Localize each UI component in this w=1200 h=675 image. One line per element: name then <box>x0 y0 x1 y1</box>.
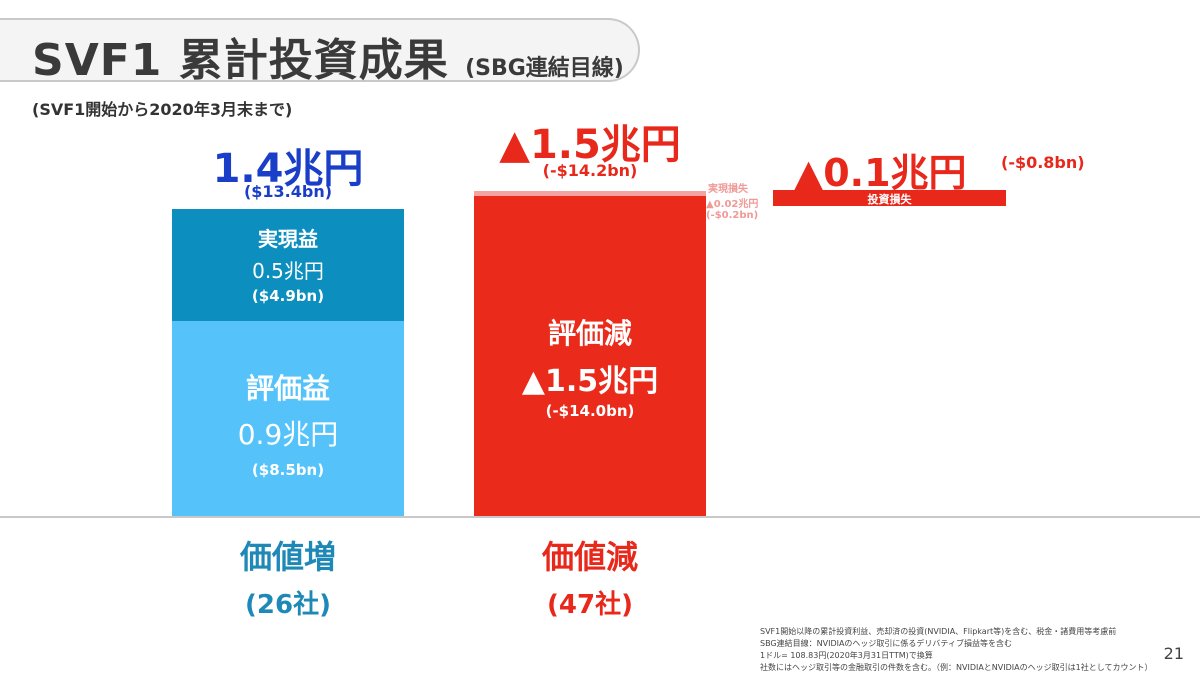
bar1-unrealized-gain-value: 0.9兆円 <box>237 418 339 451</box>
bar1-total-label: 1.4兆円 <box>212 146 364 192</box>
page-title: SVF1 累計投資成果 (SBG連結目線) <box>32 24 624 88</box>
bar2-total-usd: (-$14.2bn) <box>542 161 638 180</box>
bar1-unrealized-gain-segment: 評価益 0.9兆円 ($8.5bn) <box>172 321 404 516</box>
realized-loss-name: 実現損失 <box>708 184 748 195</box>
bar2-category-label: 価値減 <box>541 538 638 576</box>
footnote-1: SVF1開始以降の累計投資利益、売却済の投資(NVIDIA、Flipkart等)… <box>760 627 1117 636</box>
title-pill <box>0 18 640 82</box>
bar2-valuation-decrease-usd: (-$14.0bn) <box>545 402 635 420</box>
page-number: 21 <box>1163 644 1184 663</box>
bar2-total-label: ▲1.5兆円 <box>499 122 681 168</box>
bar1-unrealized-gain-name: 評価益 <box>245 372 330 405</box>
bar2-valuation-decrease-segment: 評価減 ▲1.5兆円 (-$14.0bn) <box>474 196 706 516</box>
chart-baseline <box>0 516 1200 518</box>
bar2-realized-loss-segment <box>474 191 706 196</box>
bar1-realized-gain-usd: ($4.9bn) <box>251 287 325 305</box>
bar1-category-label: 価値増 <box>239 538 336 576</box>
bar1-realized-gain-segment: 実現益 0.5兆円 ($4.9bn) <box>172 209 404 321</box>
bar3-total-label: ▲0.1兆円 <box>794 151 967 195</box>
bar2-count-label: (47社) <box>547 590 633 620</box>
bar2-valuation-decrease-name: 評価減 <box>547 317 632 350</box>
page-title-main: SVF1 累計投資成果 <box>32 35 449 86</box>
bar1-count-label: (26社) <box>245 590 331 620</box>
bar1-total-usd: ($13.4bn) <box>243 182 333 201</box>
realized-loss-value: ▲0.02兆円 <box>706 199 759 210</box>
bar3-investment-loss-label: 投資損失 <box>867 193 912 206</box>
footnote-3: 1ドル= 108.83円(2020年3月31日TTM)で換算 <box>760 651 933 660</box>
period-subtitle: (SVF1開始から2020年3月末まで) <box>32 100 293 119</box>
page-title-sub: (SBG連結目線) <box>465 56 624 81</box>
footnote-2: SBG連結目線：NVIDIAのヘッジ取引に係るデリバティブ損益等を含む <box>760 639 1012 648</box>
bar3-investment-loss-segment: 投資損失 <box>773 190 1006 206</box>
bar1-unrealized-gain-usd: ($8.5bn) <box>251 461 325 479</box>
bar3-total-usd: (-$0.8bn) <box>1001 153 1085 172</box>
bar1-realized-gain-value: 0.5兆円 <box>252 259 324 283</box>
bar2-valuation-decrease-value: ▲1.5兆円 <box>521 364 659 399</box>
footnote-4: 社数にはヘッジ取引等の金融取引の件数を含む。（例：NVIDIAとNVIDIAのヘ… <box>760 663 1153 672</box>
bar1-realized-gain-name: 実現益 <box>258 227 318 251</box>
realized-loss-usd: (-$0.2bn) <box>706 210 759 221</box>
footnotes: SVF1開始以降の累計投資利益、売却済の投資(NVIDIA、Flipkart等)… <box>760 626 1152 674</box>
